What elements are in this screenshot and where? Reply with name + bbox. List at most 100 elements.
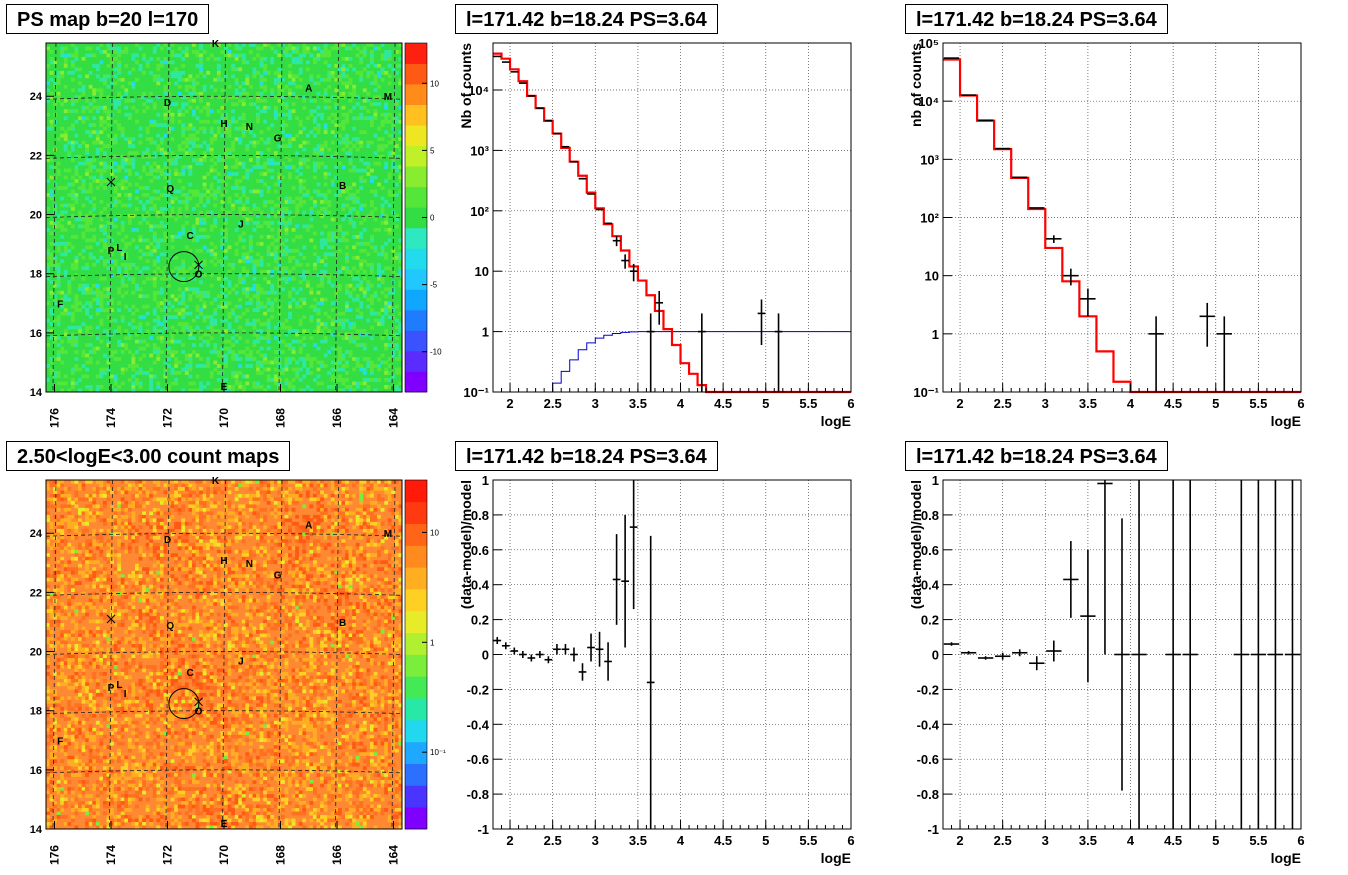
map-pixel xyxy=(387,315,392,320)
map-pixel xyxy=(120,801,125,805)
map-pixel xyxy=(327,98,332,103)
map-pixel xyxy=(373,133,378,138)
map-pixel xyxy=(88,752,93,757)
map-pixel xyxy=(124,193,129,197)
map-pixel xyxy=(273,70,278,75)
map-pixel xyxy=(117,776,122,781)
map-pixel xyxy=(252,322,257,326)
map-pixel xyxy=(70,797,75,802)
map-pixel xyxy=(181,126,186,131)
map-pixel xyxy=(377,95,381,100)
map-pixel xyxy=(49,574,54,579)
map-pixel xyxy=(188,381,193,386)
map-pixel xyxy=(70,514,75,519)
map-pixel xyxy=(167,193,171,197)
map-pixel xyxy=(56,595,61,599)
map-pixel xyxy=(135,546,139,551)
map-pixel xyxy=(95,105,100,110)
map-pixel xyxy=(291,276,296,281)
map-pixel xyxy=(110,706,114,711)
map-pixel xyxy=(295,248,300,253)
map-pixel xyxy=(330,385,335,389)
map-pixel xyxy=(53,609,57,613)
map-pixel xyxy=(252,266,257,271)
map-pixel xyxy=(120,623,125,627)
map-pixel xyxy=(195,269,200,274)
map-pixel xyxy=(106,528,111,533)
map-pixel xyxy=(60,671,65,676)
map-pixel xyxy=(92,787,97,791)
map-pixel xyxy=(74,480,79,484)
map-pixel xyxy=(291,329,296,333)
map-pixel xyxy=(92,595,97,599)
map-pixel xyxy=(167,172,171,176)
map-pixel xyxy=(373,318,378,323)
map-pixel xyxy=(92,346,97,351)
map-pixel xyxy=(366,287,371,292)
map-pixel xyxy=(138,556,143,561)
map-pixel xyxy=(330,245,335,250)
map-pixel xyxy=(46,825,50,830)
map-pixel xyxy=(362,46,367,51)
map-pixel xyxy=(305,269,310,274)
map-pixel xyxy=(110,657,114,662)
map-pixel xyxy=(320,273,324,278)
map-pixel xyxy=(163,304,168,309)
map-pixel xyxy=(70,724,75,729)
map-pixel xyxy=(74,556,79,561)
map-pixel xyxy=(131,609,136,613)
map-pixel xyxy=(46,574,50,579)
map-pixel xyxy=(102,570,107,575)
map-pixel xyxy=(135,493,139,498)
map-pixel xyxy=(49,360,54,365)
map-pixel xyxy=(199,308,203,313)
map-pixel xyxy=(288,346,292,351)
map-pixel xyxy=(56,214,61,218)
map-pixel xyxy=(216,371,221,375)
map-pixel xyxy=(167,46,171,51)
map-pixel xyxy=(341,74,346,79)
map-pixel xyxy=(120,133,125,138)
map-pixel xyxy=(159,207,164,211)
map-pixel xyxy=(277,227,282,232)
map-pixel xyxy=(46,664,50,669)
map-pixel xyxy=(391,290,396,295)
map-pixel xyxy=(156,196,161,201)
map-pixel xyxy=(88,109,93,114)
map-pixel xyxy=(184,95,189,100)
map-pixel xyxy=(102,703,107,708)
map-pixel xyxy=(394,182,399,187)
map-pixel xyxy=(220,294,225,299)
map-pixel xyxy=(117,77,122,82)
map-pixel xyxy=(74,811,79,816)
map-pixel xyxy=(394,318,399,323)
map-pixel xyxy=(74,734,79,739)
map-pixel xyxy=(113,74,118,79)
map-pixel xyxy=(106,783,111,788)
map-pixel xyxy=(74,759,79,763)
map-pixel xyxy=(380,186,385,190)
map-pixel xyxy=(241,130,246,135)
map-pixel xyxy=(85,367,90,372)
map-pixel xyxy=(277,245,282,250)
map-pixel xyxy=(117,49,122,54)
map-pixel xyxy=(234,182,239,187)
map-pixel xyxy=(320,112,324,117)
map-pixel xyxy=(131,504,136,509)
map-pixel xyxy=(291,137,296,142)
map-pixel xyxy=(74,266,79,271)
map-pixel xyxy=(117,53,122,58)
map-pixel xyxy=(266,186,271,190)
map-pixel xyxy=(234,119,239,124)
map-pixel xyxy=(209,193,214,197)
map-pixel xyxy=(156,336,161,340)
map-pixel xyxy=(49,727,54,732)
map-pixel xyxy=(241,385,246,389)
map-pixel xyxy=(63,654,68,659)
map-pixel xyxy=(241,388,246,393)
map-pixel xyxy=(49,762,54,767)
map-pixel xyxy=(142,480,146,484)
map-pixel xyxy=(113,189,118,194)
map-pixel xyxy=(78,214,82,218)
map-pixel xyxy=(213,297,218,302)
